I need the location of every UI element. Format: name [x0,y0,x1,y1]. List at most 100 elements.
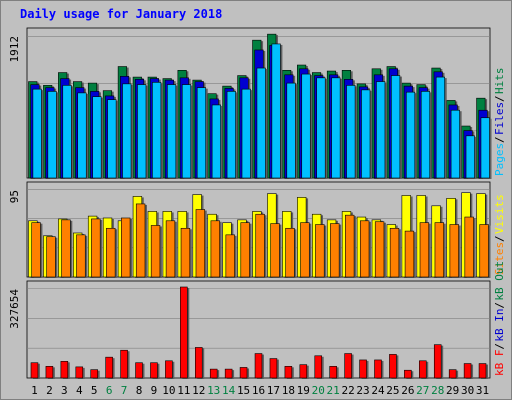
bar-kb-f-day-2 [45,366,54,379]
bar-kb-f-day-29 [448,369,457,379]
bar-kb-f-day-31 [478,363,487,379]
bar-kb-f-day-5 [90,369,98,379]
bar-kb-f-day-15 [239,367,248,379]
bar-sites-day-15 [240,222,250,278]
x-tick-label: 15 [237,384,250,397]
x-tick-label: 13 [207,384,220,397]
x-tick-label: 8 [136,384,143,397]
legend-kb-f: kB F [493,350,506,377]
bar-pages-day-8 [137,84,147,179]
bar-kb-f-day-1 [30,362,39,379]
legend-separator: / [493,95,506,102]
legend-separator: / [493,343,506,350]
bar-kb-f-day-21 [329,366,337,379]
bar-pages-day-30 [465,135,475,179]
x-tick-label: 24 [371,384,385,397]
bar-sites-day-12 [195,209,206,278]
bar-sites-day-27 [419,222,430,278]
legend-visits: Visits [493,194,506,234]
bar-sites-day-2 [46,236,56,278]
bar-pages-day-23 [361,89,371,179]
legend-kb-out: kB Out [493,261,506,301]
bar-kb-f-day-27 [419,360,427,379]
bar-sites-day-31 [479,224,489,278]
bar-pages-day-26 [405,91,416,179]
legend-kb-in: kB In [493,308,506,341]
bar-sites-day-17 [270,223,280,278]
bar-kb-f-day-3 [60,361,69,379]
bar-pages-day-27 [420,91,431,179]
bar-pages-day-15 [241,88,251,179]
bar-pages-day-28 [435,76,445,179]
bar-kb-f-day-6 [105,356,113,379]
bar-pages-day-6 [107,99,117,179]
x-tick-label: 18 [282,384,295,397]
y-max-label: 327654 [8,289,21,329]
bar-pages-day-24 [376,81,386,179]
bar-sites-day-16 [255,213,265,278]
bar-sites-day-24 [374,221,385,278]
bar-kb-f-day-14 [224,368,233,379]
bar-kb-f-day-17 [269,358,278,379]
x-tick-label: 11 [177,384,190,397]
x-tick-label: 9 [151,384,158,397]
x-tick-label: 7 [121,384,128,397]
bar-kb-f-day-13 [209,368,218,379]
x-tick-label: 30 [461,384,474,397]
bar-sites-day-21 [330,223,340,278]
bar-sites-day-30 [464,216,474,278]
bar-sites-day-7 [121,217,131,278]
bar-sites-day-22 [345,214,355,278]
bar-sites-day-18 [285,227,295,278]
bar-pages-day-5 [92,96,102,179]
bar-kb-f-day-7 [120,349,128,379]
legend-sites: Sites [493,242,506,275]
x-tick-label: 2 [46,384,53,397]
bar-pages-day-13 [211,104,221,179]
bar-pages-day-18 [286,82,296,179]
bar-kb-f-day-26 [404,369,412,379]
x-tick-label: 22 [341,384,354,397]
bar-kb-f-day-16 [254,353,263,379]
bar-sites-day-25 [389,227,400,278]
x-tick-label: 20 [312,384,325,397]
x-tick-label: 31 [476,384,489,397]
bar-kb-f-day-19 [299,364,308,379]
bar-sites-day-19 [300,222,310,278]
legend-separator: / [493,235,506,242]
bar-sites-day-23 [359,220,370,278]
bar-pages-day-11 [181,84,192,179]
x-tick-label: 12 [192,384,205,397]
x-tick-label: 23 [356,384,369,397]
x-tick-label: 25 [386,384,399,397]
bar-kb-f-day-12 [194,347,203,379]
y-max-label: 95 [8,190,21,203]
bar-kb-f-day-22 [344,353,352,379]
bar-pages-day-19 [301,73,311,179]
legend-hits: Hits [493,68,506,95]
bar-pages-day-2 [47,91,57,179]
y-max-label: 1912 [8,36,21,63]
bar-pages-day-7 [122,83,132,179]
bar-kb-f-day-11 [180,286,188,379]
bar-sites-day-9 [150,225,161,278]
x-tick-label: 28 [431,384,444,397]
legend-files: Files [493,102,506,135]
x-tick-label: 1 [31,384,38,397]
bar-sites-day-13 [210,220,220,278]
bar-kb-f-day-30 [463,363,472,379]
bar-pages-day-14 [226,91,236,179]
bar-sites-day-10 [165,220,176,278]
legend-separator: / [493,136,506,143]
bar-pages-day-12 [196,87,207,179]
x-tick-label: 5 [91,384,98,397]
bar-sites-day-26 [404,230,415,278]
bar-kb-f-day-20 [314,355,323,379]
bar-pages-day-20 [316,77,326,179]
x-tick-label: 16 [252,384,265,397]
bar-kb-f-day-10 [165,360,173,379]
bar-pages-day-29 [450,109,460,179]
bar-sites-day-14 [225,234,235,278]
bar-kb-f-day-18 [284,366,293,379]
bar-kb-f-day-4 [75,366,84,379]
